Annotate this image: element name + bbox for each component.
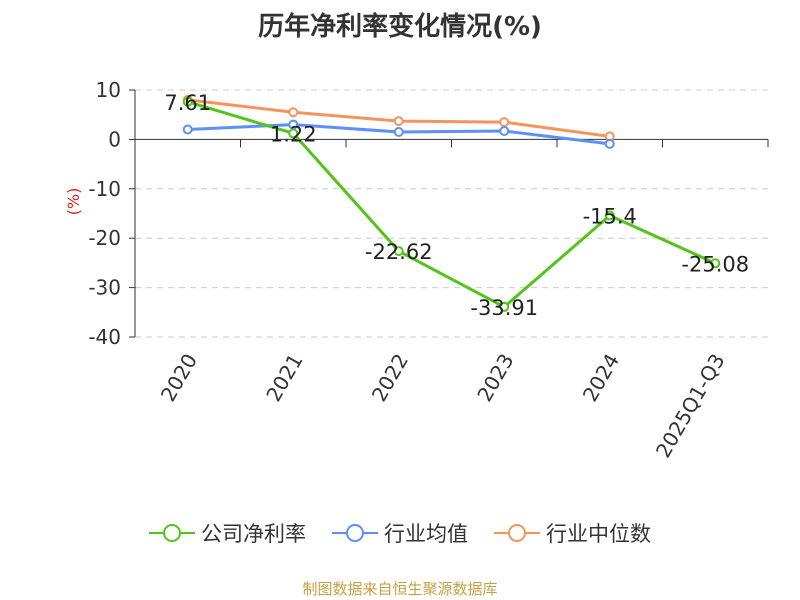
- legend-label: 公司净利率: [201, 522, 306, 546]
- legend-marker: [332, 524, 378, 542]
- legend-item[interactable]: 公司净利率: [149, 518, 306, 548]
- legend-marker: [494, 524, 540, 542]
- legend: 公司净利率 行业均值 行业中位数: [0, 518, 800, 548]
- y-axis-label: (%): [64, 188, 83, 216]
- x-tick-label: 2022: [367, 350, 413, 406]
- data-point: [499, 117, 510, 128]
- legend-item[interactable]: 行业均值: [332, 518, 468, 548]
- x-tick-label: 2020: [156, 350, 202, 406]
- data-label: -33.91: [470, 296, 538, 320]
- y-tick-label: -20: [88, 226, 121, 250]
- data-point: [499, 126, 510, 137]
- data-point: [182, 124, 193, 135]
- data-point: [393, 126, 404, 137]
- data-label: -15.4: [583, 204, 637, 228]
- line-chart: 10 0 -10 -20 -30 -40 (%) 2020 2021 2022 2023 2024 20…: [64, 78, 769, 462]
- legend-label: 行业均值: [384, 522, 468, 546]
- y-tick-label: -40: [88, 325, 121, 349]
- data-point: [604, 138, 615, 149]
- series-line: [187, 100, 716, 309]
- legend-item[interactable]: 行业中位数: [494, 518, 651, 548]
- data-point: [393, 246, 404, 257]
- legend-label: 行业中位数: [546, 522, 651, 546]
- data-point: [604, 210, 615, 221]
- data-point: [710, 258, 721, 269]
- data-point: [288, 128, 299, 139]
- x-tick-label: 2023: [472, 350, 518, 406]
- x-tick-label: 2021: [261, 350, 307, 406]
- data-label: 7.61: [164, 91, 211, 115]
- y-tick-label: -10: [88, 177, 121, 201]
- data-point: [288, 107, 299, 118]
- data-label: -22.62: [365, 240, 433, 264]
- y-tick-label: 10: [96, 78, 121, 102]
- legend-marker: [149, 524, 195, 542]
- data-label: 1.22: [270, 122, 317, 146]
- x-tick-label: 2025Q1-Q3: [651, 350, 730, 462]
- source-note: 制图数据来自恒生聚源数据库: [302, 580, 498, 598]
- data-point: [182, 96, 193, 107]
- data-point: [393, 116, 404, 127]
- data-label: -25.08: [681, 252, 749, 276]
- y-tick-label: -30: [88, 276, 121, 300]
- chart-title: 历年净利率变化情况(%): [258, 12, 542, 42]
- x-tick-label: 2024: [578, 350, 624, 406]
- data-point: [499, 301, 510, 312]
- y-tick-label: 0: [108, 127, 121, 151]
